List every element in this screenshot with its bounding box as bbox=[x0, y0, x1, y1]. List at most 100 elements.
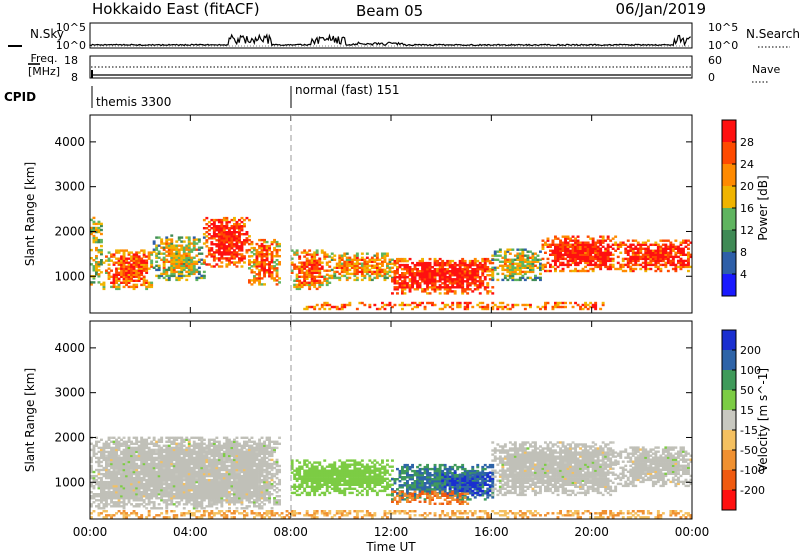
data-cell bbox=[265, 263, 269, 266]
data-cell bbox=[200, 442, 204, 445]
data-cell bbox=[215, 249, 219, 252]
data-cell bbox=[238, 249, 241, 252]
data-cell bbox=[624, 251, 628, 254]
data-cell bbox=[644, 255, 648, 259]
data-cell bbox=[137, 472, 141, 476]
data-cell bbox=[230, 476, 234, 480]
data-cell bbox=[451, 301, 455, 305]
data-cell bbox=[443, 305, 447, 309]
data-cell bbox=[270, 267, 274, 270]
data-cell bbox=[308, 261, 312, 264]
data-cell bbox=[240, 497, 244, 500]
data-cell bbox=[260, 505, 264, 508]
data-cell bbox=[127, 448, 131, 452]
data-cell bbox=[273, 267, 276, 270]
data-cell bbox=[441, 278, 445, 281]
data-cell bbox=[634, 263, 638, 267]
data-cell bbox=[666, 259, 670, 263]
data-cell bbox=[110, 493, 113, 496]
data-cell bbox=[95, 474, 98, 478]
data-cell bbox=[375, 274, 379, 278]
data-cell bbox=[230, 243, 234, 246]
data-cell bbox=[207, 505, 211, 508]
data-cell bbox=[147, 448, 151, 452]
data-cell bbox=[217, 478, 221, 482]
data-cell bbox=[671, 267, 675, 271]
data-cell bbox=[443, 274, 447, 277]
data-cell bbox=[217, 259, 221, 262]
data-cell bbox=[100, 240, 103, 244]
data-cell bbox=[140, 261, 144, 264]
data-cell bbox=[453, 261, 457, 265]
data-cell bbox=[90, 460, 93, 464]
data-cell bbox=[105, 487, 108, 490]
data-cell bbox=[446, 270, 450, 273]
data-cell bbox=[401, 259, 404, 263]
data-cell bbox=[233, 448, 236, 452]
data-cell bbox=[493, 303, 497, 307]
data-cell bbox=[601, 259, 605, 263]
data-cell bbox=[200, 503, 204, 506]
data-cell bbox=[137, 271, 141, 274]
data-cell bbox=[107, 470, 111, 474]
data-cell bbox=[238, 487, 241, 490]
data-cell bbox=[629, 269, 633, 273]
data-cell bbox=[167, 466, 171, 470]
data-cell bbox=[303, 265, 307, 268]
data-cell bbox=[300, 251, 304, 254]
data-cell bbox=[230, 261, 234, 264]
data-cell bbox=[135, 442, 139, 445]
data-cell bbox=[192, 436, 196, 439]
data-cell bbox=[594, 249, 598, 252]
data-cell bbox=[355, 258, 359, 261]
data-cell bbox=[165, 482, 169, 486]
data-cell bbox=[205, 505, 209, 508]
data-cell bbox=[406, 303, 409, 307]
data-cell bbox=[325, 279, 329, 282]
data-cell bbox=[458, 278, 462, 281]
data-cell bbox=[140, 503, 144, 506]
data-cell bbox=[238, 227, 241, 230]
data-cell bbox=[253, 485, 256, 488]
data-cell bbox=[433, 303, 437, 307]
data-cell bbox=[230, 247, 234, 250]
data-cell bbox=[579, 257, 582, 261]
data-cell bbox=[355, 260, 359, 263]
data-cell bbox=[157, 450, 161, 454]
data-cell bbox=[576, 261, 580, 265]
data-cell bbox=[132, 255, 136, 258]
data-cell bbox=[210, 462, 214, 466]
data-cell bbox=[90, 257, 93, 260]
data-cell bbox=[335, 305, 339, 309]
data-cell bbox=[649, 255, 653, 259]
data-cell bbox=[544, 265, 547, 269]
data-cell bbox=[240, 493, 244, 496]
data-cell bbox=[122, 456, 126, 460]
data-cell bbox=[152, 495, 156, 498]
data-cell bbox=[222, 456, 226, 460]
data-cell bbox=[187, 440, 191, 443]
data-cell bbox=[471, 305, 475, 309]
data-cell bbox=[135, 505, 139, 508]
data-cell bbox=[541, 245, 545, 248]
data-cell bbox=[591, 257, 595, 261]
freq-tick-bottom: 8 bbox=[71, 71, 78, 84]
data-cell bbox=[105, 476, 108, 480]
data-cell bbox=[190, 487, 194, 490]
data-cell bbox=[95, 480, 98, 484]
data-cell bbox=[102, 499, 106, 502]
data-cell bbox=[122, 470, 126, 474]
data-cell bbox=[107, 458, 111, 462]
data-cell bbox=[190, 458, 194, 462]
data-cell bbox=[185, 264, 189, 267]
data-cell bbox=[105, 456, 108, 460]
data-cell bbox=[180, 246, 184, 249]
data-cell bbox=[233, 249, 236, 252]
data-cell bbox=[192, 256, 196, 259]
data-cell bbox=[187, 262, 191, 265]
data-cell bbox=[135, 474, 139, 478]
data-cell bbox=[320, 303, 324, 307]
data-cell bbox=[383, 272, 387, 276]
data-cell bbox=[263, 263, 266, 266]
data-cell bbox=[456, 276, 460, 279]
